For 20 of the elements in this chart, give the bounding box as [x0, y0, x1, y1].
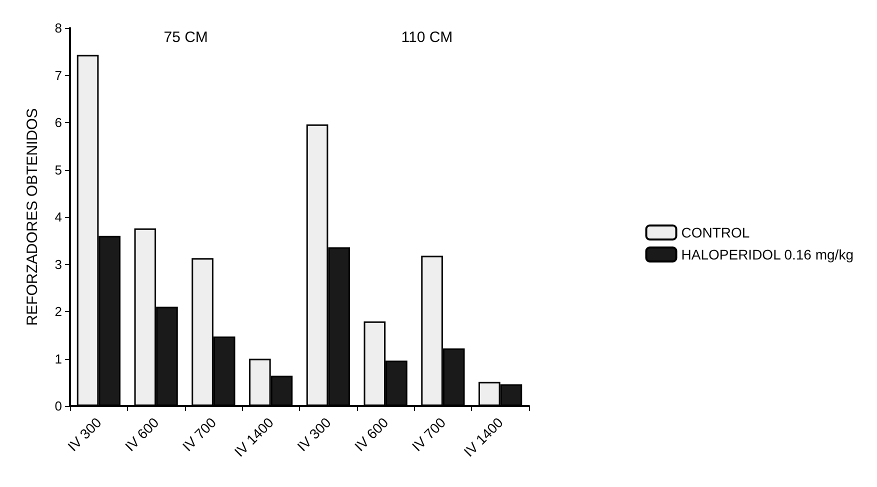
y-tick-label: 8	[54, 20, 62, 36]
x-tick-label: IV 300	[64, 414, 104, 454]
annotation: 75 CM	[164, 29, 208, 46]
y-tick-label: 5	[54, 162, 62, 178]
x-tick-label: IV 300	[294, 414, 334, 454]
y-axis-title: REFORZADORES OBTENIDOS	[24, 108, 41, 326]
x-tick-label: IV 600	[122, 414, 162, 454]
y-tick-label: 2	[54, 304, 62, 319]
y-tick-label: 3	[54, 256, 62, 272]
y-tick-label: 6	[54, 115, 62, 130]
annotation: 110 CM	[401, 29, 453, 46]
x-tick-label: IV 600	[351, 414, 392, 454]
y-tick-label: 0	[54, 398, 62, 414]
legend-label: CONTROL	[681, 224, 750, 240]
y-tick-label: 4	[54, 210, 62, 224]
x-tick-label: IV 700	[179, 414, 220, 454]
legend-label: HALOPERIDOL 0.16 mg/kg	[681, 246, 854, 262]
y-tick-label: 7	[54, 68, 62, 83]
x-tick-label: IV 700	[408, 414, 449, 454]
y-tick-label: 1	[54, 351, 62, 366]
